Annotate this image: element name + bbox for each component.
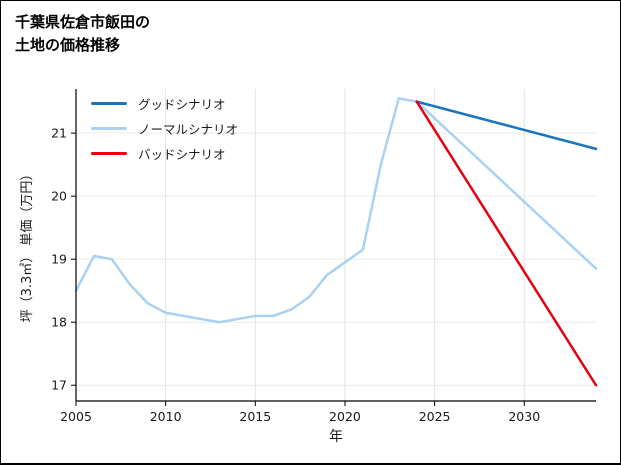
legend-label: グッドシナリオ	[138, 96, 226, 112]
y-axis-title: 坪（3.3㎡） 単価（万円）	[19, 168, 35, 323]
page-title: 千葉県佐倉市飯田の 土地の価格推移	[15, 11, 150, 57]
legend-label: バッドシナリオ	[138, 146, 226, 162]
series-line-3	[415, 100, 598, 387]
x-tick-label: 2010	[150, 409, 182, 424]
legend-item: ノーマルシナリオ	[91, 120, 239, 137]
legend-line-swatch	[91, 126, 127, 130]
chart-legend: グッドシナリオ ノーマルシナリオ バッドシナリオ	[91, 95, 239, 162]
page-title-line1: 千葉県佐倉市飯田の	[15, 13, 151, 31]
legend-line-swatch	[91, 101, 127, 105]
legend-label: ノーマルシナリオ	[138, 121, 239, 137]
x-tick-label: 2020	[329, 409, 361, 424]
x-tick-label: 2025	[419, 409, 451, 424]
y-tick-label: 19	[51, 252, 67, 267]
legend-item: グッドシナリオ	[91, 95, 238, 112]
x-tick-label: 2030	[508, 409, 540, 424]
y-tick-label: 21	[51, 126, 67, 141]
series-line-2	[415, 100, 598, 151]
legend-item: バッドシナリオ	[91, 145, 238, 162]
page-title-line2: 土地の価格推移	[15, 36, 121, 54]
legend-line-swatch	[91, 151, 127, 155]
y-tick-label: 18	[51, 315, 67, 330]
y-tick-label: 17	[51, 378, 67, 393]
series-line-1	[74, 97, 598, 324]
x-axis-title: 年	[329, 429, 343, 445]
x-tick-label: 2015	[239, 409, 271, 424]
x-tick-label: 2005	[60, 409, 92, 424]
y-tick-label: 20	[51, 189, 67, 204]
